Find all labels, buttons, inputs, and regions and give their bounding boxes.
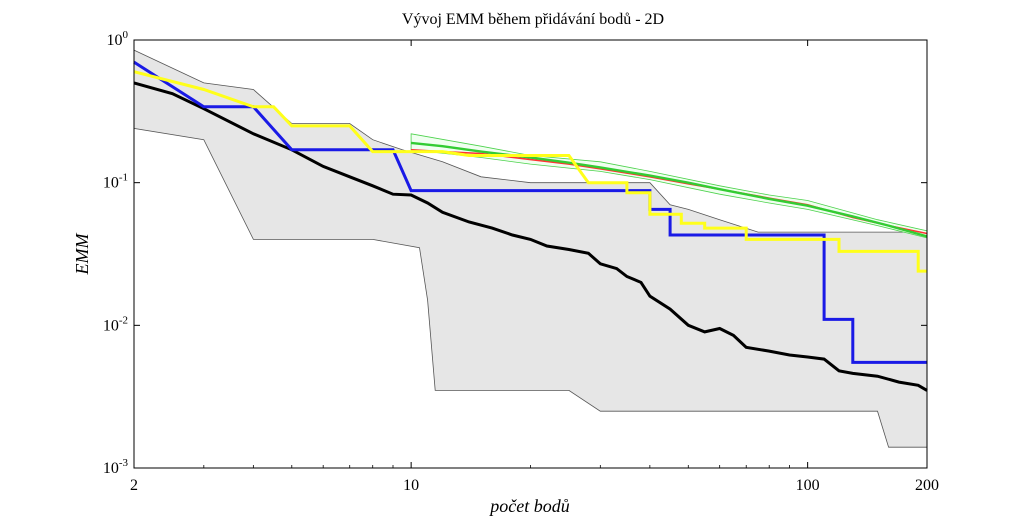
ticks-layer: 2 10 100 200 100 10-1 10-2 10-3 (103, 29, 939, 494)
series-layer (133, 60, 928, 392)
y-tick-label: 10-2 (103, 314, 128, 334)
series-line-2 (133, 81, 928, 392)
x-axis-label: počet bodů (488, 496, 569, 516)
x-tick-label: 10 (403, 477, 419, 494)
x-tick-label: 100 (796, 477, 820, 494)
x-tick-label: 200 (915, 477, 939, 494)
y-tick-label: 10-1 (103, 172, 128, 192)
x-tick-label: 2 (130, 477, 138, 494)
y-tick-label: 100 (107, 29, 129, 49)
series-line-4 (133, 70, 927, 273)
series-line-1 (410, 141, 928, 238)
chart-title: Vývoj EMM během přidávání bodů - 2D (402, 11, 664, 28)
y-tick-label: 10-3 (103, 457, 129, 477)
y-axis-label: EMM (72, 233, 92, 276)
